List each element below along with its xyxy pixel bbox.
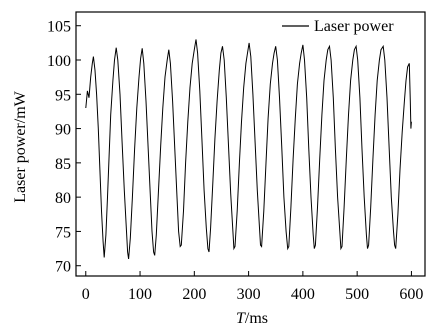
- x-tick-label: 100: [128, 286, 152, 303]
- y-axis: 70 75 80 85 90 95 100 105: [47, 19, 81, 276]
- x-tick-label: 200: [182, 286, 206, 303]
- plot-frame: [75, 11, 426, 277]
- y-tick-label: 70: [55, 259, 71, 276]
- x-axis-label-symbol: T: [236, 310, 246, 326]
- y-axis-label: Laser power/mW: [12, 90, 29, 202]
- x-tick-label: 0: [82, 286, 90, 303]
- x-axis: 0 100 200 300 400 500 600: [82, 271, 423, 303]
- x-axis-label-unit: /ms: [245, 310, 268, 326]
- legend: Laser power: [282, 18, 394, 35]
- y-tick-label: 95: [55, 87, 71, 104]
- series-line-laser-power: [85, 39, 412, 259]
- y-tick-label: 85: [55, 156, 71, 173]
- y-tick-label: 105: [47, 19, 71, 36]
- y-tick-label: 80: [55, 190, 71, 207]
- y-tick-label: 100: [47, 53, 71, 70]
- y-tick-label: 90: [55, 122, 71, 139]
- x-tick-label: 600: [399, 286, 423, 303]
- x-tick-label: 500: [345, 286, 369, 303]
- legend-label: Laser power: [314, 18, 394, 35]
- x-axis-label: T/ms: [236, 310, 268, 326]
- x-tick-label: 300: [237, 286, 261, 303]
- x-tick-label: 400: [291, 286, 315, 303]
- y-tick-label: 75: [55, 224, 71, 241]
